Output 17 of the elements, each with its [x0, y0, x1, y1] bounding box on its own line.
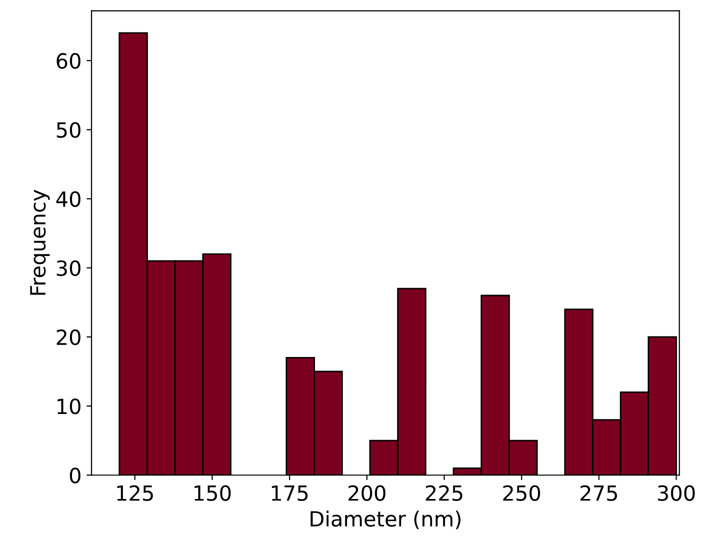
x-tick-label: 125 — [117, 485, 153, 501]
x-tick-label: 175 — [272, 485, 308, 501]
x-tick-label: 250 — [503, 485, 540, 501]
x-tick-label: 300 — [658, 485, 695, 501]
x-tick-label: 150 — [194, 485, 231, 501]
y-axis-title: Frequency — [30, 190, 50, 295]
x-tick-label: 225 — [426, 485, 462, 501]
y-tick-label: 10 — [58, 398, 80, 414]
y-tick-label: 20 — [56, 329, 80, 346]
x-axis-title: Diameter (nm) — [310, 510, 460, 530]
y-tick-label: 60 — [56, 53, 80, 69]
y-tick-label: 0 — [70, 468, 80, 484]
x-tick-label: 275 — [580, 485, 617, 501]
y-tick-label: 30 — [56, 260, 80, 276]
x-tick-label: 200 — [348, 485, 386, 501]
y-tick-label: 40 — [56, 191, 80, 207]
y-tick-label: 50 — [56, 122, 80, 138]
